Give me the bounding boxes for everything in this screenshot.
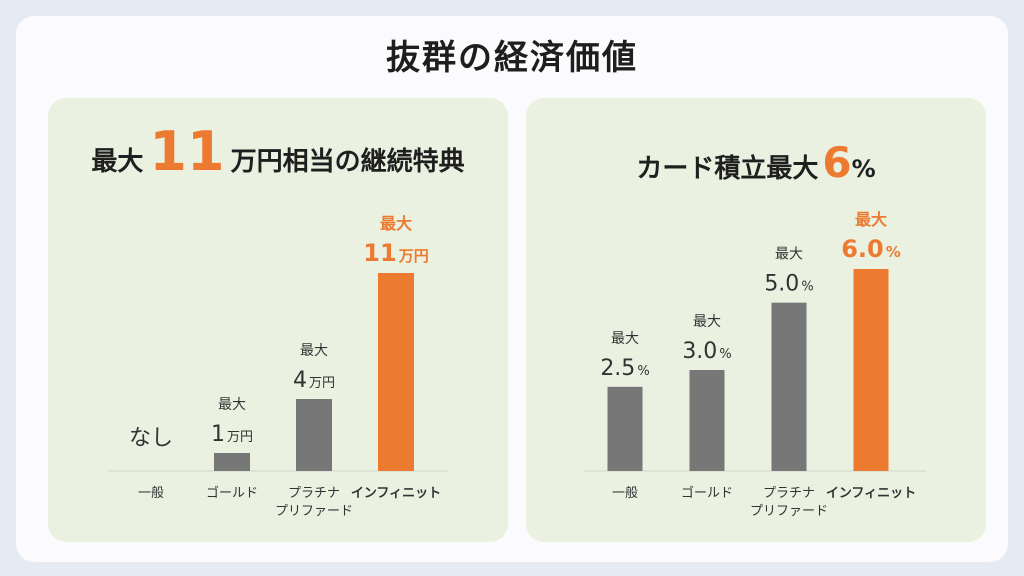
value-prefix-2: 最大 <box>300 343 328 359</box>
savings-panel: カード積立最大6% 2.5% 最大一般 3.0% 最大ゴールド 5.0% 最大プラチナプリ… <box>526 98 986 542</box>
page-title: 抜群の経済価値 <box>386 38 638 78</box>
value-label-1: 3.0% <box>682 339 731 364</box>
heading-suffix: % <box>851 155 876 183</box>
value-label-3: 11 万円 <box>363 239 428 267</box>
value-label-2: 5.0% <box>764 272 813 297</box>
value-label-0: なし <box>129 426 173 451</box>
heading-prefix: カード積立最大 <box>636 154 819 184</box>
panel-heading: カード積立最大6% <box>526 138 986 187</box>
bar-3 <box>853 269 889 471</box>
bar-1 <box>689 370 725 471</box>
bar-2 <box>296 399 332 471</box>
value-label-3: 6.0% <box>841 235 901 263</box>
category-label-0: 一般 <box>138 485 164 501</box>
bar-1 <box>214 453 250 471</box>
heading-suffix: 万円相当の継続特典 <box>230 147 465 177</box>
value-prefix-3: 最大 <box>380 214 412 233</box>
category-label-2: プラチナプリファード <box>275 486 353 519</box>
bar-3 <box>378 273 414 471</box>
heading-number: 6 <box>822 138 852 187</box>
value-prefix-0: 最大 <box>611 331 639 347</box>
category-label-3: インフィニット <box>826 486 916 501</box>
benefit-panel: 最大 11 万円相当の継続特典 なし 一般 1 万円 最大 ゴールド 4 万円 最大 プラチナプリファ… <box>48 98 508 542</box>
value-prefix-1: 最大 <box>693 314 721 330</box>
bar-0 <box>607 386 643 471</box>
category-label-1: ゴールド <box>206 485 258 501</box>
category-label-0: 一般 <box>612 485 638 501</box>
category-label-1: ゴールド <box>681 485 733 501</box>
panel-heading: 最大 11 万円相当の継続特典 <box>48 120 508 183</box>
value-label-2: 4 万円 <box>293 368 335 393</box>
bar-2 <box>771 302 807 471</box>
value-prefix-3: 最大 <box>855 210 887 229</box>
value-label-1: 1 万円 <box>211 422 253 447</box>
heading-number: 11 <box>149 120 225 183</box>
value-prefix-2: 最大 <box>775 247 803 263</box>
category-label-2: プラチナプリファード <box>750 486 828 519</box>
heading-prefix: 最大 <box>91 147 144 177</box>
value-label-0: 2.5% <box>600 356 649 381</box>
category-label-3: インフィニット <box>351 486 441 501</box>
value-prefix-1: 最大 <box>218 397 246 413</box>
